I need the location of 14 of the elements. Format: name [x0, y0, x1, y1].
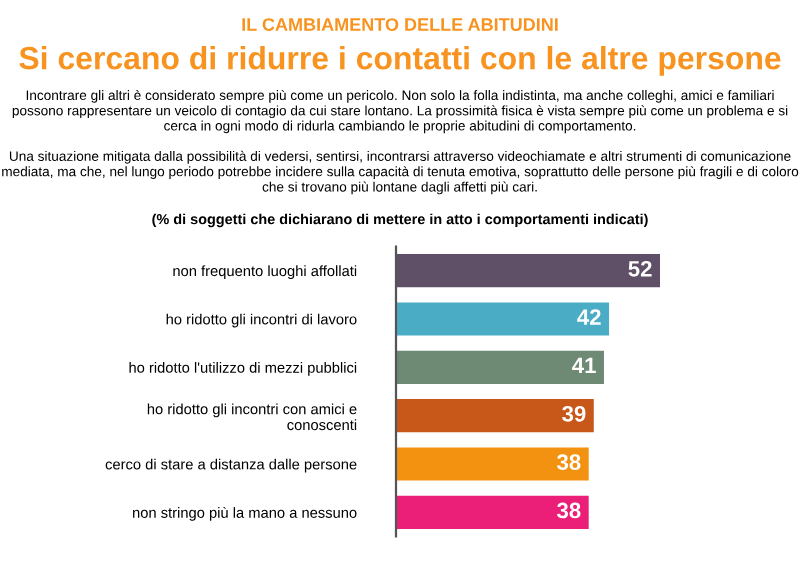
bar	[396, 252, 662, 289]
bar	[396, 494, 591, 531]
data-label: 41	[572, 357, 596, 374]
data-label: 38	[556, 454, 581, 470]
data-label: 38	[556, 502, 581, 519]
data-label: 39	[562, 405, 586, 422]
data-label: 52	[628, 260, 652, 277]
chart-title: Si cercano di ridurre i contatti con le altre persone	[19, 46, 781, 76]
bar	[396, 300, 611, 338]
bar	[396, 397, 596, 434]
data-label: 42	[577, 309, 601, 325]
text: IL CAMBIAMENTO DELLE ABITUDINI	[242, 18, 558, 31]
bar	[396, 445, 591, 483]
bar	[396, 349, 606, 386]
